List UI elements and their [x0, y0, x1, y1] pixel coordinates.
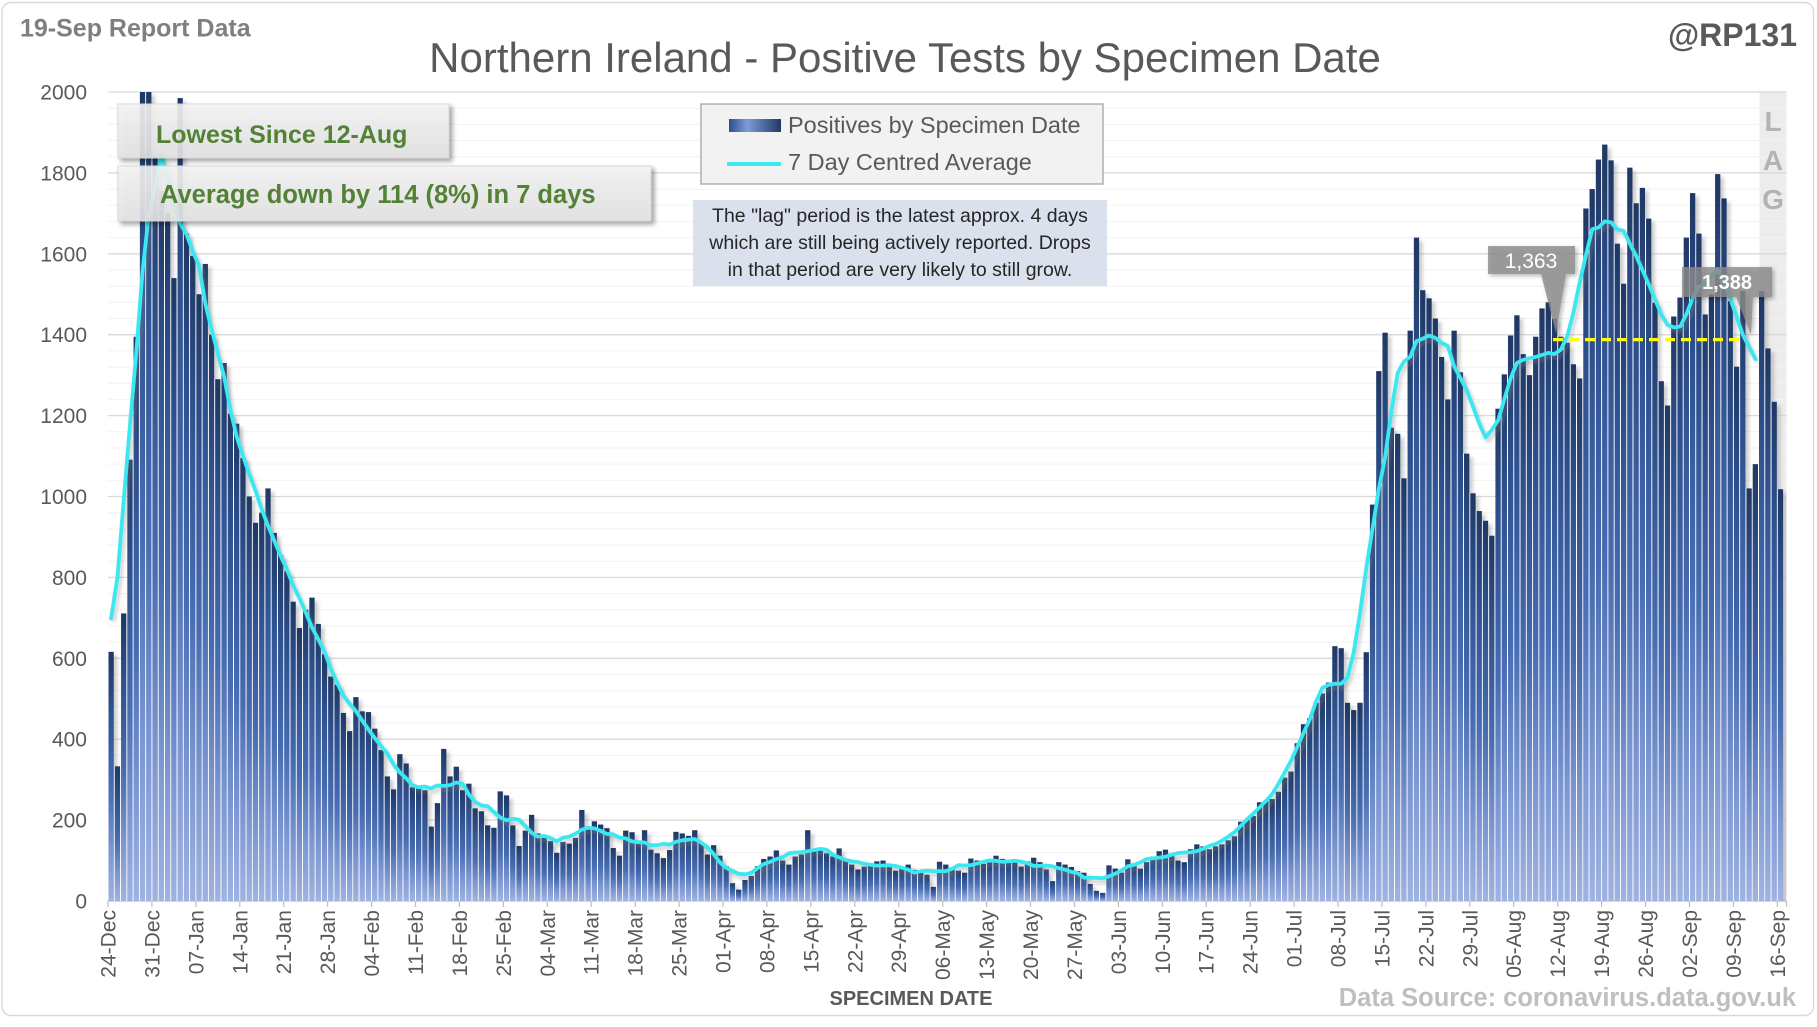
svg-text:19-Sep Report Data: 19-Sep Report Data: [20, 15, 252, 43]
svg-text:1200: 1200: [40, 405, 87, 428]
svg-text:01-Apr: 01-Apr: [713, 910, 736, 973]
svg-text:24-Jun: 24-Jun: [1240, 910, 1263, 974]
svg-text:7 Day Centred Average: 7 Day Centred Average: [788, 149, 1032, 175]
svg-text:@RP131: @RP131: [1668, 17, 1797, 53]
svg-text:18-Mar: 18-Mar: [625, 910, 648, 977]
svg-text:25-Feb: 25-Feb: [493, 910, 516, 977]
svg-text:1800: 1800: [40, 162, 87, 185]
svg-text:15-Jul: 15-Jul: [1372, 910, 1395, 967]
svg-text:Positives by Specimen Date: Positives by Specimen Date: [788, 112, 1081, 138]
svg-text:17-Jun: 17-Jun: [1196, 910, 1219, 974]
svg-text:0: 0: [75, 891, 87, 914]
svg-text:200: 200: [52, 810, 87, 833]
svg-text:05-Aug: 05-Aug: [1503, 910, 1526, 978]
svg-text:12-Aug: 12-Aug: [1547, 910, 1570, 978]
svg-text:The "lag" period is the latest: The "lag" period is the latest approx. 4…: [712, 205, 1088, 227]
svg-text:21-Jan: 21-Jan: [273, 910, 296, 974]
svg-text:22-Jul: 22-Jul: [1415, 910, 1438, 967]
svg-text:800: 800: [52, 567, 87, 590]
svg-text:24-Dec: 24-Dec: [98, 910, 121, 978]
svg-text:in that period are very likely: in that period are very likely to still …: [728, 259, 1073, 281]
svg-text:15-Apr: 15-Apr: [800, 910, 823, 973]
svg-text:22-Apr: 22-Apr: [844, 910, 867, 973]
svg-text:G: G: [1762, 184, 1784, 215]
svg-text:11-Feb: 11-Feb: [405, 910, 428, 975]
svg-text:18-Feb: 18-Feb: [449, 910, 472, 977]
svg-text:28-Jan: 28-Jan: [317, 910, 340, 974]
svg-text:09-Sep: 09-Sep: [1723, 910, 1746, 978]
svg-text:19-Aug: 19-Aug: [1591, 910, 1614, 978]
svg-text:11-Mar: 11-Mar: [581, 910, 604, 975]
svg-text:Data Source: coronavirus.data.: Data Source: coronavirus.data.gov.uk: [1339, 984, 1797, 1012]
svg-text:10-Jun: 10-Jun: [1152, 910, 1175, 974]
svg-text:08-Apr: 08-Apr: [756, 910, 779, 973]
svg-text:Northern Ireland - Positive Te: Northern Ireland - Positive Tests by Spe…: [429, 34, 1381, 81]
svg-text:06-May: 06-May: [932, 910, 955, 981]
svg-text:1400: 1400: [40, 324, 87, 347]
svg-text:2000: 2000: [40, 82, 87, 105]
svg-text:1,388: 1,388: [1702, 272, 1752, 294]
svg-text:A: A: [1763, 145, 1783, 176]
svg-text:which are still being actively: which are still being actively reported.…: [708, 232, 1091, 254]
svg-text:07-Jan: 07-Jan: [185, 910, 208, 974]
svg-text:Lowest Since 12-Aug: Lowest Since 12-Aug: [156, 121, 407, 149]
svg-text:13-May: 13-May: [976, 910, 999, 981]
svg-text:600: 600: [52, 648, 87, 671]
svg-text:08-Jul: 08-Jul: [1328, 910, 1351, 967]
svg-text:SPECIMEN DATE: SPECIMEN DATE: [830, 988, 993, 1010]
svg-text:29-Apr: 29-Apr: [888, 910, 911, 973]
svg-text:14-Jan: 14-Jan: [229, 910, 252, 974]
svg-text:1000: 1000: [40, 486, 87, 509]
svg-text:04-Feb: 04-Feb: [361, 910, 384, 977]
svg-text:27-May: 27-May: [1064, 910, 1087, 981]
svg-text:400: 400: [52, 729, 87, 752]
svg-text:03-Jun: 03-Jun: [1108, 910, 1131, 974]
svg-text:1,363: 1,363: [1505, 250, 1558, 273]
svg-text:31-Dec: 31-Dec: [141, 910, 164, 978]
svg-text:04-Mar: 04-Mar: [537, 910, 560, 977]
svg-text:20-May: 20-May: [1020, 910, 1043, 981]
svg-text:25-Mar: 25-Mar: [669, 910, 692, 977]
svg-text:02-Sep: 02-Sep: [1679, 910, 1702, 978]
svg-text:1600: 1600: [40, 243, 87, 266]
svg-text:Average down by 114 (8%) in 7: Average down by 114 (8%) in 7 days: [160, 181, 596, 209]
svg-text:01-Jul: 01-Jul: [1284, 910, 1307, 967]
svg-text:29-Jul: 29-Jul: [1459, 910, 1482, 967]
svg-text:26-Aug: 26-Aug: [1635, 910, 1658, 978]
svg-text:L: L: [1764, 106, 1781, 137]
svg-text:16-Sep: 16-Sep: [1767, 910, 1790, 978]
